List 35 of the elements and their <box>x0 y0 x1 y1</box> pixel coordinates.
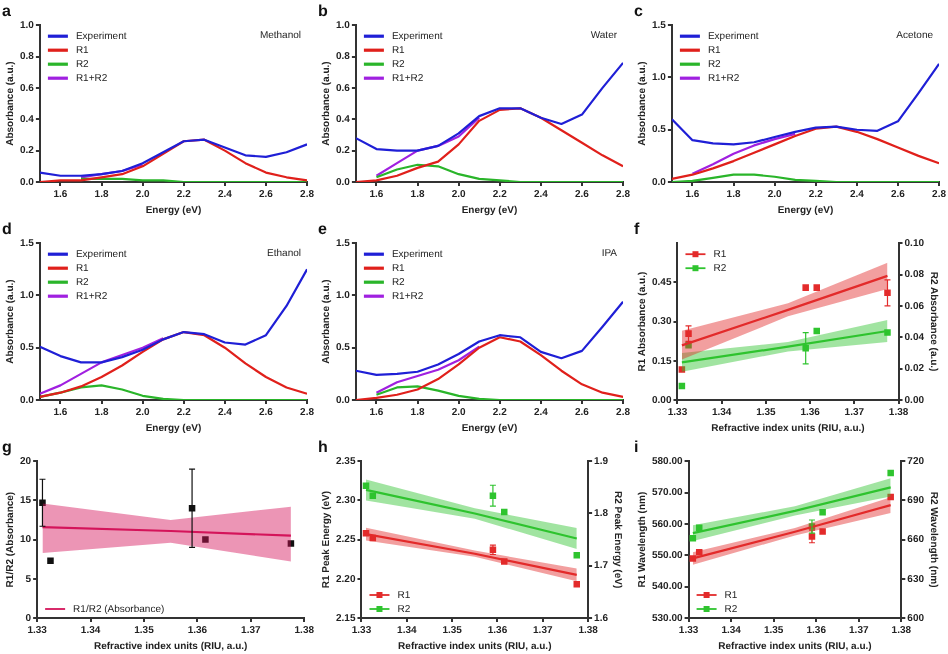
chart-title: b <box>318 2 328 21</box>
point <box>573 581 581 588</box>
point <box>884 329 891 336</box>
point <box>884 289 891 297</box>
chart-title: h <box>318 438 328 457</box>
point <box>813 284 820 291</box>
point <box>362 530 370 537</box>
point <box>695 548 703 556</box>
point <box>802 344 809 352</box>
chart-title: i <box>634 438 639 457</box>
chart-title: f <box>634 220 640 239</box>
chart-title: a <box>2 2 12 21</box>
chart-title: d <box>2 220 12 239</box>
point <box>689 535 697 542</box>
point <box>369 492 377 499</box>
point <box>678 366 686 373</box>
point <box>887 493 894 501</box>
chart-title: e <box>318 220 328 239</box>
point <box>689 555 697 562</box>
chart-title: g <box>2 438 12 457</box>
point <box>685 330 692 337</box>
point <box>47 557 54 565</box>
point <box>573 552 581 559</box>
point <box>39 499 46 507</box>
point <box>819 528 826 535</box>
point <box>802 284 809 291</box>
point <box>500 508 508 516</box>
point <box>819 508 826 516</box>
point <box>362 482 370 490</box>
chart-title: c <box>634 2 644 21</box>
point <box>813 327 820 335</box>
point <box>678 382 686 390</box>
point <box>887 469 894 477</box>
point <box>287 540 295 547</box>
point <box>202 536 209 543</box>
